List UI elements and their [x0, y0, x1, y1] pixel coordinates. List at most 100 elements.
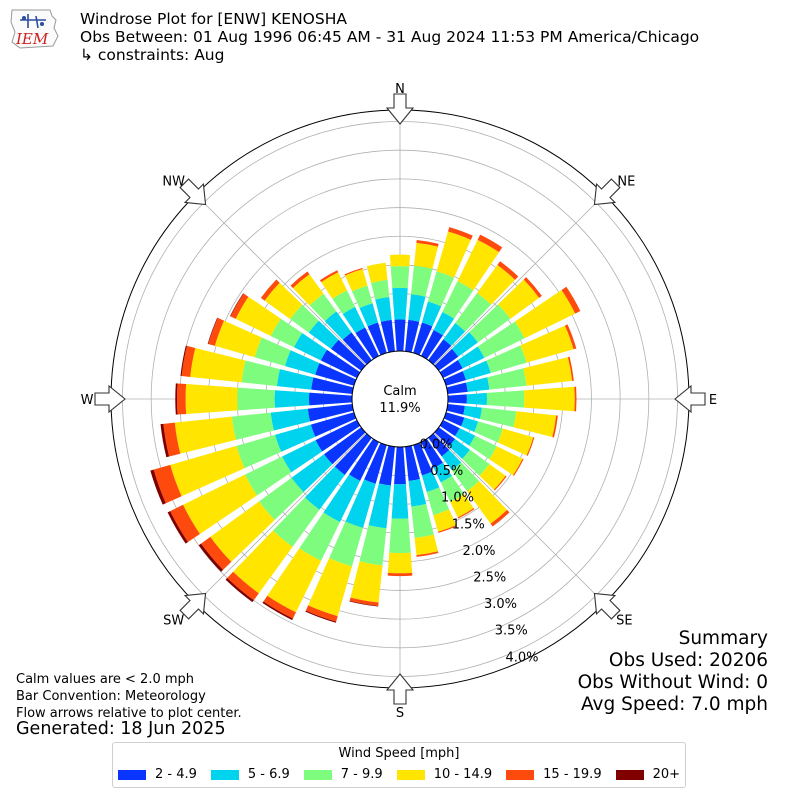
wind-bar-segment	[440, 475, 465, 502]
radial-tick-label: 2.0%	[462, 544, 495, 559]
legend-label: 15 - 19.9	[543, 767, 602, 782]
wind-bar-segment	[513, 458, 524, 476]
windrose-bars	[150, 227, 581, 623]
radial-tick-label: 0.5%	[430, 464, 463, 479]
wind-bar-segment	[467, 480, 508, 524]
wind-bar-segment	[332, 290, 356, 315]
wind-bar-segment	[342, 306, 366, 334]
wind-bar-segment	[426, 487, 450, 516]
wind-bar-segment	[490, 509, 510, 527]
wind-bar-segment	[433, 509, 457, 532]
legend-label: 10 - 14.9	[433, 767, 493, 782]
wind-bar-segment	[413, 322, 433, 356]
legend-items: 2 - 4.9 5 - 6.9 7 - 9.9 10 - 14.9 15 - 19.9 2…	[113, 767, 685, 782]
chart-title: Windrose Plot for [ENW] KENOSHA	[80, 10, 347, 28]
wind-bar-segment	[270, 408, 310, 431]
wind-bar-segment	[352, 285, 373, 308]
wind-bar-segment	[451, 462, 480, 492]
wind-bar-segment	[366, 262, 388, 283]
wind-bar-segment	[174, 416, 236, 454]
wind-bar-segment	[443, 412, 465, 427]
wind-bar-segment	[308, 392, 353, 406]
compass-arrow-ne	[593, 178, 621, 206]
wind-bar-segment	[176, 383, 187, 415]
wind-bar-segment	[416, 239, 439, 247]
wind-bar-segment	[349, 438, 379, 481]
axis-labels: Calm 11.9% 0.0% 0.5% 1.0% 1.5% 2.0% 2.5% 3.0% 3.5…	[81, 82, 718, 721]
wind-bar-segment	[364, 442, 387, 484]
wind-bar-segment	[236, 434, 282, 469]
radial-tick-label: 1.5%	[452, 517, 485, 532]
legend-label: 2 - 4.9	[154, 767, 197, 782]
wind-bar-segment	[380, 319, 395, 353]
wind-bar-segment	[319, 270, 339, 283]
wind-bar-segment	[299, 512, 340, 561]
wind-bar-segment	[230, 293, 249, 319]
legend-title: Wind Speed [mph]	[338, 746, 460, 761]
wind-bar-segment	[324, 311, 352, 340]
wind-bar-segment	[292, 274, 324, 306]
wind-bar-segment	[434, 427, 456, 447]
notes: Calm values are < 2.0 mph Bar Convention…	[16, 671, 242, 722]
legend-item: 15 - 19.9	[506, 767, 602, 782]
calm-label: Calm	[383, 384, 416, 399]
wind-bar-segment	[416, 551, 439, 557]
wind-bar-segment	[183, 474, 257, 534]
wind-bar-segment	[233, 530, 293, 594]
wind-bar-segment	[350, 561, 383, 603]
wind-bar-segment	[428, 339, 452, 365]
wind-bar-segment	[198, 543, 224, 572]
wind-bar-segment	[290, 271, 310, 289]
wind-bar-segment	[305, 610, 337, 623]
legend-swatch	[303, 769, 332, 780]
wind-bar-segment	[387, 552, 413, 574]
wind-bar-segment	[446, 404, 465, 415]
obs-without-wind: Obs Without Wind: 0	[577, 672, 768, 693]
wind-bar-segment	[241, 360, 280, 387]
wind-bar-segment	[413, 442, 433, 476]
wind-bar-segment	[345, 479, 376, 528]
radial-tick-label: 1.0%	[441, 491, 474, 506]
legend-label: 20+	[652, 767, 681, 782]
wind-bar-segment	[270, 318, 303, 348]
summary-title: Summary	[678, 628, 768, 649]
wind-bar-segment	[284, 350, 320, 375]
legend-label: 7 - 9.9	[340, 767, 383, 782]
wind-bar-segment	[466, 377, 490, 392]
wind-bar-segment	[498, 279, 540, 319]
wind-bar-segment	[477, 265, 516, 305]
wind-bar-segment	[163, 422, 181, 457]
wind-bar-segment	[167, 511, 188, 544]
compass-arrow-s	[385, 673, 415, 705]
wind-bar-segment	[368, 483, 391, 529]
wind-bar-segment	[421, 438, 443, 468]
wind-bar-segment	[342, 332, 372, 365]
wind-bar-segment	[433, 312, 455, 336]
wind-bar-segment	[378, 445, 395, 486]
wind-bar-segment	[304, 466, 345, 510]
wind-bar-segment	[394, 319, 406, 352]
wind-bar-segment	[421, 301, 442, 327]
radial-tick-label: 3.0%	[484, 597, 517, 612]
wind-bar-segment	[414, 242, 438, 269]
wind-bar-segment	[408, 294, 426, 322]
wind-bar-segment	[513, 411, 557, 437]
grid-spoke	[195, 432, 367, 604]
wind-bar-segment	[442, 281, 474, 319]
wind-bar-segment	[237, 387, 275, 411]
wind-bar-segment	[421, 471, 440, 493]
wind-bar-segment	[311, 377, 354, 394]
compass-label-e: E	[709, 393, 717, 408]
wind-bar-segment	[391, 484, 409, 519]
compass-label-n: N	[395, 82, 405, 97]
wind-bar-segment	[497, 428, 534, 456]
wind-bar-segment	[227, 571, 259, 601]
wind-bar-segment	[524, 386, 575, 412]
wind-bar-segment	[305, 605, 338, 622]
wind-bar-segment	[448, 439, 470, 460]
wind-bar-segment	[466, 392, 488, 406]
wind-bar-segment	[315, 420, 361, 452]
wind-bar-segment	[214, 320, 262, 358]
wind-bar-segment	[315, 363, 357, 386]
wind-bar-segment	[180, 345, 187, 377]
